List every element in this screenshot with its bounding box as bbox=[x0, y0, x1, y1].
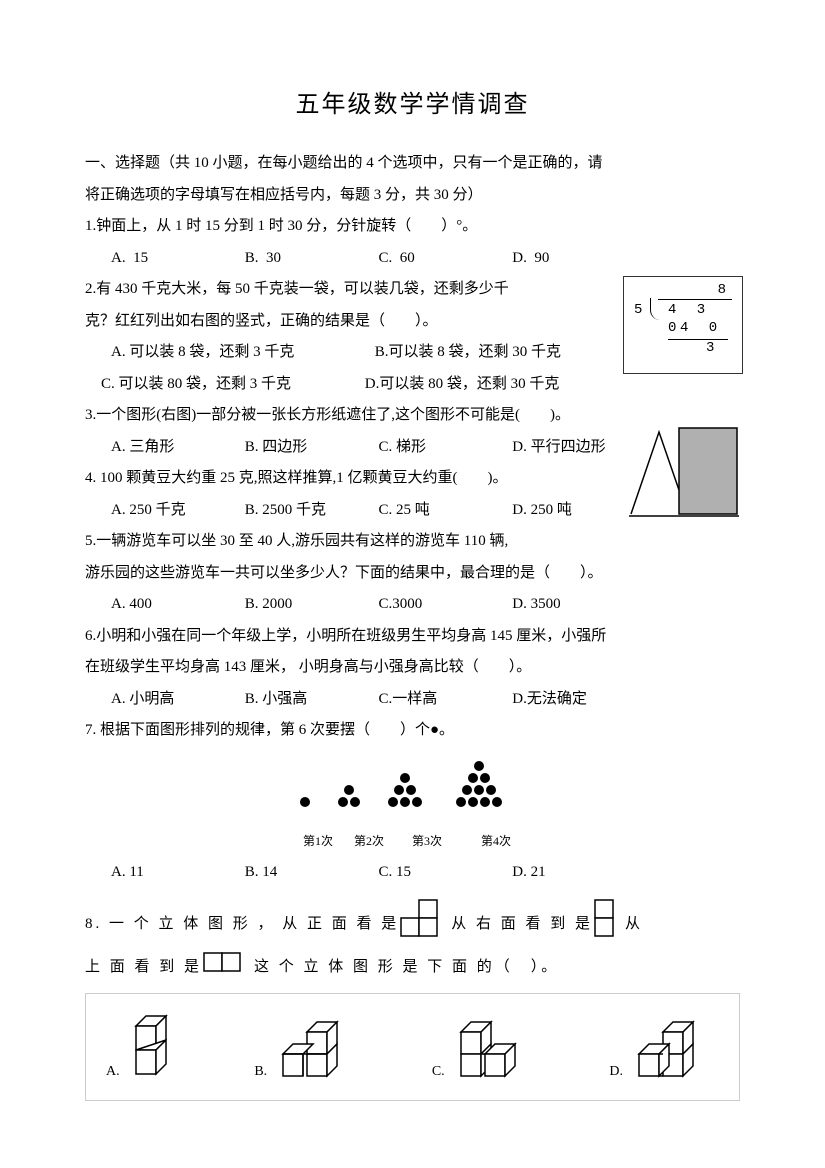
q8-text-1c: 从 bbox=[625, 909, 643, 941]
q8-front-view-icon bbox=[399, 898, 441, 951]
q7-opt-b: B. 14 bbox=[245, 857, 375, 889]
q8-opt-c-label: C. bbox=[432, 1057, 445, 1086]
q1-opt-d: D. 90 bbox=[512, 243, 642, 275]
cube-figure-a bbox=[126, 1008, 186, 1086]
section-1-heading-line2: 将正确选项的字母填写在相应括号内，每题 3 分，共 30 分） bbox=[85, 180, 740, 212]
q3-opt-c: C. 梯形 bbox=[379, 432, 509, 464]
q6-opt-d: D.无法确定 bbox=[512, 684, 642, 716]
q1-options: A. 15 B. 30 C. 60 D. 90 bbox=[85, 243, 740, 275]
q7-labels: 第1次 第2次 第3次 第4次 bbox=[85, 829, 740, 854]
division-line2 bbox=[668, 339, 728, 340]
q3-opt-a: A. 三角形 bbox=[111, 432, 241, 464]
q8-opt-d-label: D. bbox=[609, 1057, 623, 1086]
q8-text-2b: 这 个 立 体 图 形 是 下 面 的（ ）。 bbox=[254, 952, 559, 984]
q3-opt-d: D. 平行四边形 bbox=[512, 432, 642, 464]
q6-opt-b: B. 小强高 bbox=[245, 684, 375, 716]
q3-figure bbox=[625, 422, 743, 520]
q8-opt-b-label: B. bbox=[254, 1057, 267, 1086]
q4-opt-a: A. 250 千克 bbox=[111, 495, 241, 527]
page-title: 五年级数学学情调查 bbox=[85, 80, 740, 130]
q8-options-box: A. B. bbox=[85, 993, 740, 1101]
q5-opt-d: D. 3500 bbox=[512, 589, 642, 621]
q8-top-view-icon bbox=[202, 951, 244, 986]
q1-opt-c: C. 60 bbox=[379, 243, 509, 275]
q1-opt-a: A. 15 bbox=[111, 243, 241, 275]
q8-text-2a: 上 面 看 到 是 bbox=[85, 952, 202, 984]
q5-opt-c: C.3000 bbox=[379, 589, 509, 621]
q5-line1: 5.一辆游览车可以坐 30 至 40 人,游乐园共有这样的游览车 110 辆, bbox=[85, 526, 740, 558]
q2-opt-d: D.可以装 80 袋，还剩 30 千克 bbox=[365, 369, 625, 401]
q5-options: A. 400 B. 2000 C.3000 D. 3500 bbox=[85, 589, 740, 621]
q8-line1: 8. 一 个 立 体 图 形 ， 从 正 面 看 是 从 右 面 看 到 是 从 bbox=[85, 898, 740, 951]
q4-opt-d: D. 250 吨 bbox=[512, 495, 642, 527]
long-division-figure: 8 5 4 3 0 4 0 3 bbox=[623, 276, 743, 374]
q8-opt-c: C. bbox=[432, 1016, 541, 1086]
q7-text: 7. 根据下面图形排列的规律，第 6 次要摆（ ）个●。 bbox=[85, 715, 740, 747]
q1-opt-b: B. 30 bbox=[245, 243, 375, 275]
q2-opt-a: A. 可以装 8 袋，还剩 3 千克 bbox=[111, 337, 371, 369]
q8-line2: 上 面 看 到 是 这 个 立 体 图 形 是 下 面 的（ ）。 bbox=[85, 951, 740, 986]
q6-opt-c: C.一样高 bbox=[379, 684, 509, 716]
q6-line1: 6.小明和小强在同一个年级上学，小明所在班级男生平均身高 145 厘米，小强所 bbox=[85, 621, 740, 653]
division-subtrahend: 4 0 bbox=[680, 319, 723, 337]
q8-opt-a: A. bbox=[106, 1008, 186, 1086]
cube-figure-b bbox=[273, 1016, 363, 1086]
q7-options: A. 11 B. 14 C. 15 D. 21 bbox=[85, 857, 740, 889]
q6-opt-a: A. 小明高 bbox=[111, 684, 241, 716]
division-bar bbox=[658, 299, 732, 300]
q2-opt-b: B.可以装 8 袋，还剩 30 千克 bbox=[375, 337, 635, 369]
q6-line2: 在班级学生平均身高 143 厘米， 小明身高与小强身高比较（ ）。 bbox=[85, 652, 740, 684]
division-curve bbox=[650, 298, 664, 320]
q4-opt-b: B. 2500 千克 bbox=[245, 495, 375, 527]
q1-text: 1.钟面上，从 1 时 15 分到 1 时 30 分，分针旋转（ ）°。 bbox=[85, 211, 740, 243]
q7-opt-c: C. 15 bbox=[379, 857, 509, 889]
q8-opt-b: B. bbox=[254, 1016, 363, 1086]
q7-opt-d: D. 21 bbox=[512, 857, 642, 889]
section-1-heading-line1: 一、选择题（共 10 小题，在每小题给出的 4 个选项中，只有一个是正确的，请 bbox=[85, 148, 740, 180]
cube-figure-c bbox=[451, 1016, 541, 1086]
division-remainder: 3 bbox=[706, 339, 714, 357]
q8-opt-d: D. bbox=[609, 1016, 719, 1086]
cube-figure-d bbox=[629, 1016, 719, 1086]
q2-opt-c: C. 可以装 80 袋，还剩 3 千克 bbox=[101, 369, 361, 401]
q8-text-1a: 8. 一 个 立 体 图 形 ， 从 正 面 看 是 bbox=[85, 909, 399, 941]
q6-options: A. 小明高 B. 小强高 C.一样高 D.无法确定 bbox=[85, 684, 740, 716]
q5-line2: 游乐园的这些游览车一共可以坐多少人？下面的结果中，最合理的是（ ）。 bbox=[85, 558, 740, 590]
division-divisor: 5 bbox=[634, 301, 642, 319]
q5-opt-a: A. 400 bbox=[111, 589, 241, 621]
q7-label-1: 第1次 bbox=[294, 829, 342, 854]
q5-opt-b: B. 2000 bbox=[245, 589, 375, 621]
q7-label-2: 第2次 bbox=[345, 829, 393, 854]
q7-label-3: 第3次 bbox=[396, 829, 458, 854]
q8-text-1b: 从 右 面 看 到 是 bbox=[451, 909, 593, 941]
q8-opt-a-label: A. bbox=[106, 1057, 120, 1086]
q7-opt-a: A. 11 bbox=[111, 857, 241, 889]
q7-figure: 第1次 第2次 第3次 第4次 bbox=[85, 751, 740, 855]
q7-label-4: 第4次 bbox=[461, 829, 531, 854]
q8-right-view-icon bbox=[593, 898, 615, 951]
q4-opt-c: C. 25 吨 bbox=[379, 495, 509, 527]
q3-opt-b: B. 四边形 bbox=[245, 432, 375, 464]
division-quotient: 8 bbox=[718, 281, 726, 299]
